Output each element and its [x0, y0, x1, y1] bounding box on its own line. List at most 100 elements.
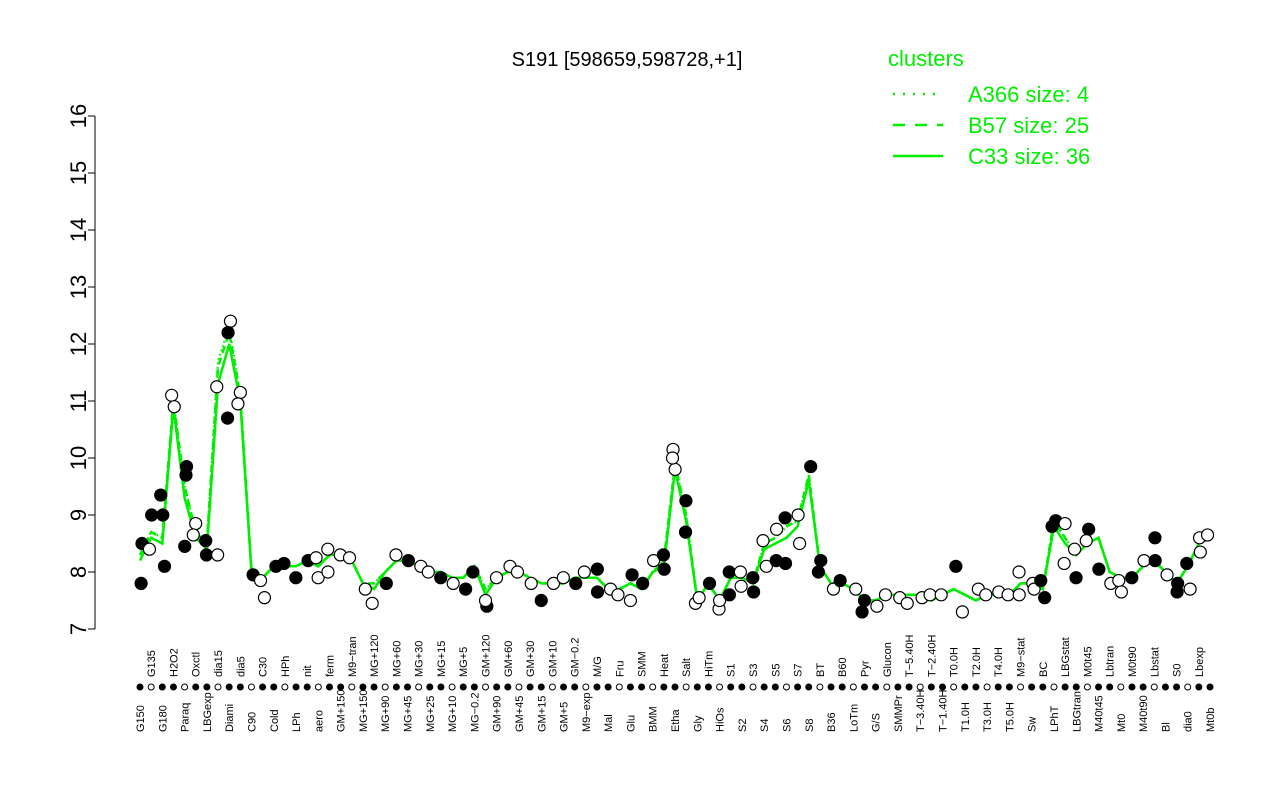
x-tick-mark [916, 683, 924, 691]
x-tick-mark [571, 683, 579, 691]
x-tick-label: T2.0H [971, 647, 983, 677]
data-point [1183, 582, 1197, 596]
data-point [233, 385, 247, 400]
x-tick-mark [638, 683, 646, 691]
x-tick-mark [281, 683, 289, 691]
x-tick-label: GM+5 [559, 702, 571, 732]
data-point [934, 588, 948, 602]
data-point [569, 576, 583, 591]
x-tick-label: MG+120 [369, 635, 381, 678]
x-tick-mark [459, 683, 467, 691]
x-tick-mark [1117, 683, 1125, 691]
data-point [656, 548, 671, 562]
x-tick-label: T0.0H [949, 647, 961, 677]
data-point [1057, 556, 1071, 571]
data-point [389, 548, 403, 562]
x-tick-mark [314, 683, 322, 691]
x-tick-label: GM+60 [503, 641, 515, 677]
data-point [253, 573, 268, 588]
x-tick-mark [1173, 683, 1181, 691]
x-tick-mark [872, 683, 880, 691]
x-tick-mark [950, 683, 958, 691]
x-tick-mark [927, 683, 935, 691]
data-point [309, 551, 323, 565]
data-point [556, 571, 570, 585]
data-point [1112, 573, 1126, 588]
x-tick-label: LoTm [848, 704, 860, 732]
y-tick-label: 10 [66, 446, 91, 470]
x-tick-label: MG+10 [447, 696, 459, 732]
x-tick-label: G/S [871, 713, 883, 732]
x-tick-mark [169, 683, 177, 691]
x-tick-mark [236, 683, 244, 691]
x-tick-mark [247, 683, 255, 691]
data-point [257, 591, 272, 605]
x-tick-mark [1072, 683, 1080, 691]
x-tick-label: S3 [748, 664, 760, 677]
data-point [811, 565, 825, 579]
x-tick-label: LBGexp [202, 692, 214, 732]
data-point [459, 582, 473, 596]
data-point [746, 585, 761, 599]
data-point [590, 585, 605, 599]
data-point [311, 571, 325, 585]
data-point [534, 593, 548, 608]
data-point [231, 397, 245, 411]
data-point [870, 599, 884, 613]
data-point [826, 582, 841, 596]
x-tick-label: S5 [770, 664, 782, 677]
x-tick-label: MG+45 [403, 696, 415, 732]
y-axis: 7 8 9 10 11 12 13 14 15 16 [66, 104, 96, 635]
x-tick-label: MG−0.2 [469, 693, 481, 732]
x-tick-label: M0t45 [1082, 646, 1094, 677]
data-point [814, 553, 828, 568]
data-point [1148, 531, 1162, 545]
data-point [342, 551, 357, 565]
data-point [1034, 573, 1048, 588]
x-tick-mark [582, 683, 590, 691]
x-tick-label: HiOs [715, 707, 727, 732]
data-point [365, 596, 379, 610]
x-tick-mark [1184, 683, 1192, 691]
x-tick-label: dia5 [235, 656, 247, 677]
data-point [142, 542, 157, 556]
data-point [855, 605, 869, 619]
x-tick-label: MG+30 [414, 641, 426, 677]
data-point [1114, 585, 1128, 599]
x-tick-mark [259, 683, 267, 691]
x-tick-mark [1195, 683, 1203, 691]
data-point [679, 494, 693, 508]
x-tick-label: Mt0 [1116, 714, 1128, 732]
data-point [665, 451, 680, 465]
data-point [446, 576, 460, 591]
x-tick-label: T3.0H [982, 702, 994, 732]
legend: clusters A366 size: 4 B57 size: 25 C33 s… [888, 46, 1090, 169]
data-point [524, 576, 538, 591]
x-tick-mark [1028, 683, 1036, 691]
data-point [1038, 591, 1052, 605]
x-tick-label: MG+15 [436, 641, 448, 677]
data-point [636, 576, 650, 591]
x-tick-label: MG+5 [458, 647, 470, 677]
x-tick-label: GM+150 [336, 690, 348, 733]
x-tick-label: G150 [135, 705, 147, 732]
data-point [189, 516, 203, 531]
x-tick-label: GM+10 [547, 641, 559, 677]
x-tick-label: aero [313, 710, 325, 732]
data-point [759, 559, 773, 573]
x-tick-label: Mal [603, 714, 615, 732]
data-point [1180, 556, 1194, 571]
x-tick-mark [526, 683, 534, 691]
x-tick-mark [203, 683, 211, 691]
data-point [421, 565, 435, 579]
x-tick-label: MG+90 [380, 696, 392, 732]
x-tick-label: GM−0.2 [570, 638, 582, 677]
x-tick-label: nit [302, 665, 314, 677]
x-tick-mark [1005, 683, 1013, 691]
x-tick-label: M9−stat [1016, 638, 1028, 677]
data-point [1193, 545, 1207, 559]
x-tick-label: GM+15 [536, 696, 548, 732]
x-tick-mark [771, 683, 779, 691]
data-point [489, 571, 504, 585]
data-point [178, 539, 192, 553]
